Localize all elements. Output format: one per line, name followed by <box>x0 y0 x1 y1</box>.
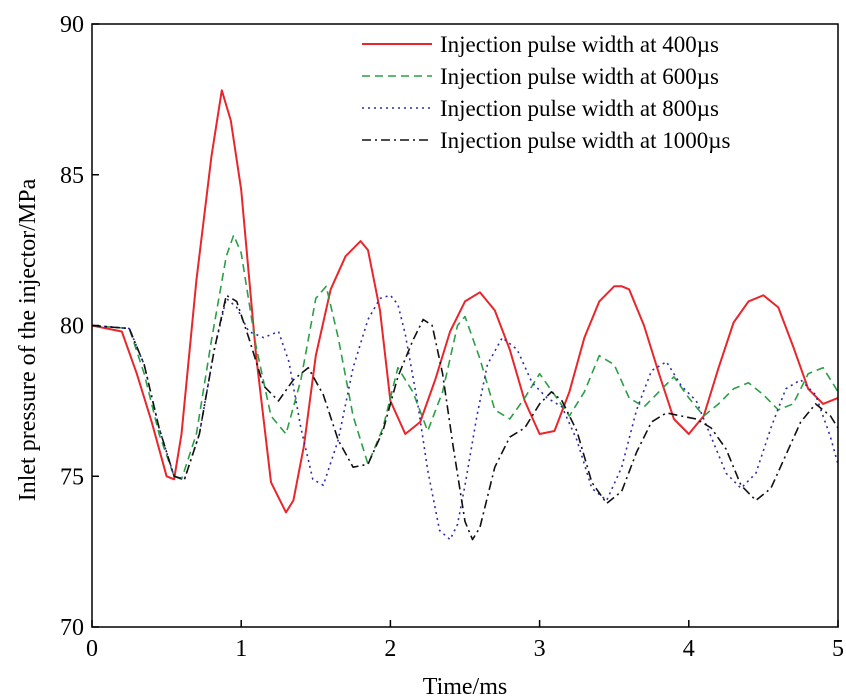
x-tick-label-0: 0 <box>86 636 98 662</box>
legend-label-3: Injection pulse width at 800µs <box>440 96 719 121</box>
x-tick-label-1: 1 <box>235 636 247 662</box>
x-tick-label-3: 3 <box>534 636 546 662</box>
series-line-3 <box>91 294 839 541</box>
x-axis-title: Time/ms <box>423 674 507 698</box>
series-line-2 <box>91 234 839 481</box>
legend-label-4: Injection pulse width at 1000µs <box>440 128 731 153</box>
y-tick-label-70: 70 <box>60 615 84 641</box>
y-tick-label-90: 90 <box>60 12 84 38</box>
y-tick-label-75: 75 <box>60 464 84 490</box>
axis-ticks: 0 1 2 3 4 5 70 75 80 85 90 <box>60 12 844 662</box>
y-tick-label-85: 85 <box>60 163 84 189</box>
x-tick-label-2: 2 <box>384 636 396 662</box>
x-tick-label-5: 5 <box>832 636 844 662</box>
legend-label-2: Injection pulse width at 600µs <box>440 64 719 89</box>
y-tick-label-80: 80 <box>60 314 84 340</box>
legend-label-1: Injection pulse width at 400µs <box>440 32 719 57</box>
series-lines <box>91 89 839 541</box>
legend: Injection pulse width at 400µs Injection … <box>362 32 731 153</box>
y-axis-title: Inlet pressure of the injector/MPa <box>15 178 41 501</box>
series-line-4 <box>91 294 839 541</box>
x-tick-label-4: 4 <box>683 636 695 662</box>
